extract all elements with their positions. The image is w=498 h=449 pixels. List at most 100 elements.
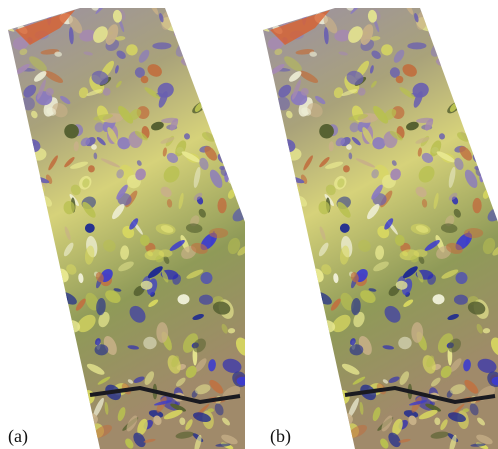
texture	[213, 101, 219, 110]
texture	[271, 206, 286, 224]
texture	[9, 346, 15, 368]
texture	[0, 251, 12, 261]
texture	[1, 70, 15, 86]
texture	[486, 81, 498, 101]
texture	[447, 35, 469, 48]
texture	[202, 64, 222, 82]
texture	[279, 383, 299, 405]
texture	[8, 297, 13, 303]
texture	[461, 59, 474, 70]
texture	[16, 373, 24, 384]
texture	[488, 126, 496, 135]
texture	[224, 157, 238, 171]
texture	[59, 413, 82, 428]
texture	[10, 0, 27, 10]
texture	[274, 318, 286, 332]
texture	[265, 334, 272, 343]
texture	[214, 18, 220, 23]
texture	[252, 326, 258, 331]
texture	[466, 52, 478, 63]
texture	[233, 126, 241, 135]
texture	[30, 400, 41, 415]
texture	[5, 165, 22, 182]
texture	[25, 232, 40, 245]
texture	[260, 11, 278, 29]
satellite-image	[0, 0, 253, 449]
texture	[262, 324, 278, 344]
texture	[212, 49, 218, 54]
texture	[309, 397, 330, 402]
texture	[265, 195, 271, 202]
texture	[3, 170, 24, 183]
texture	[254, 320, 267, 334]
texture	[411, 322, 423, 343]
texture	[269, 340, 282, 352]
texture	[317, 382, 327, 404]
texture	[447, 69, 457, 86]
texture	[294, 0, 310, 12]
texture	[249, 145, 271, 150]
texture	[468, 101, 474, 110]
texture	[24, 394, 36, 404]
texture	[279, 142, 285, 148]
texture	[0, 413, 8, 422]
panel-label: (b)	[270, 426, 291, 447]
texture	[302, 362, 325, 383]
texture	[24, 296, 40, 310]
texture	[272, 141, 291, 147]
texture	[7, 281, 26, 289]
texture	[469, 18, 475, 23]
texture	[29, 336, 50, 351]
texture	[492, 185, 498, 195]
texture	[0, 363, 13, 378]
texture	[41, 285, 46, 297]
texture	[255, 413, 264, 422]
texture	[192, 69, 202, 86]
texture	[279, 394, 291, 404]
texture	[27, 381, 42, 396]
texture	[10, 334, 17, 343]
texture	[67, 0, 77, 4]
texture	[483, 164, 498, 179]
texture	[36, 252, 54, 270]
texture	[30, 253, 47, 271]
texture	[17, 141, 36, 147]
texture	[34, 384, 51, 403]
texture	[457, 64, 477, 82]
texture	[473, 39, 487, 53]
texture	[474, 5, 489, 13]
texture	[289, 326, 298, 338]
texture	[453, 78, 475, 93]
texture	[251, 259, 274, 276]
texture	[233, 179, 245, 191]
texture	[479, 171, 484, 183]
texture	[447, 28, 459, 39]
texture	[34, 326, 43, 338]
texture	[282, 381, 297, 396]
texture	[54, 397, 75, 402]
texture	[73, 424, 84, 436]
texture	[228, 164, 244, 179]
texture	[0, 8, 17, 27]
texture	[7, 270, 15, 280]
texture	[488, 71, 498, 84]
texture	[467, 49, 473, 54]
texture	[0, 68, 8, 82]
texture	[281, 298, 301, 315]
texture	[6, 387, 17, 394]
texture	[272, 0, 286, 9]
texture	[271, 373, 279, 384]
texture	[68, 415, 93, 438]
texture	[51, 421, 57, 440]
texture	[283, 333, 304, 352]
texture	[466, 16, 474, 30]
texture	[198, 78, 220, 93]
texture	[265, 0, 282, 10]
texture	[19, 402, 43, 421]
texture	[256, 70, 270, 86]
texture	[260, 165, 277, 182]
texture	[156, 322, 168, 343]
texture	[289, 384, 306, 403]
texture	[291, 252, 309, 270]
texture	[479, 157, 493, 171]
